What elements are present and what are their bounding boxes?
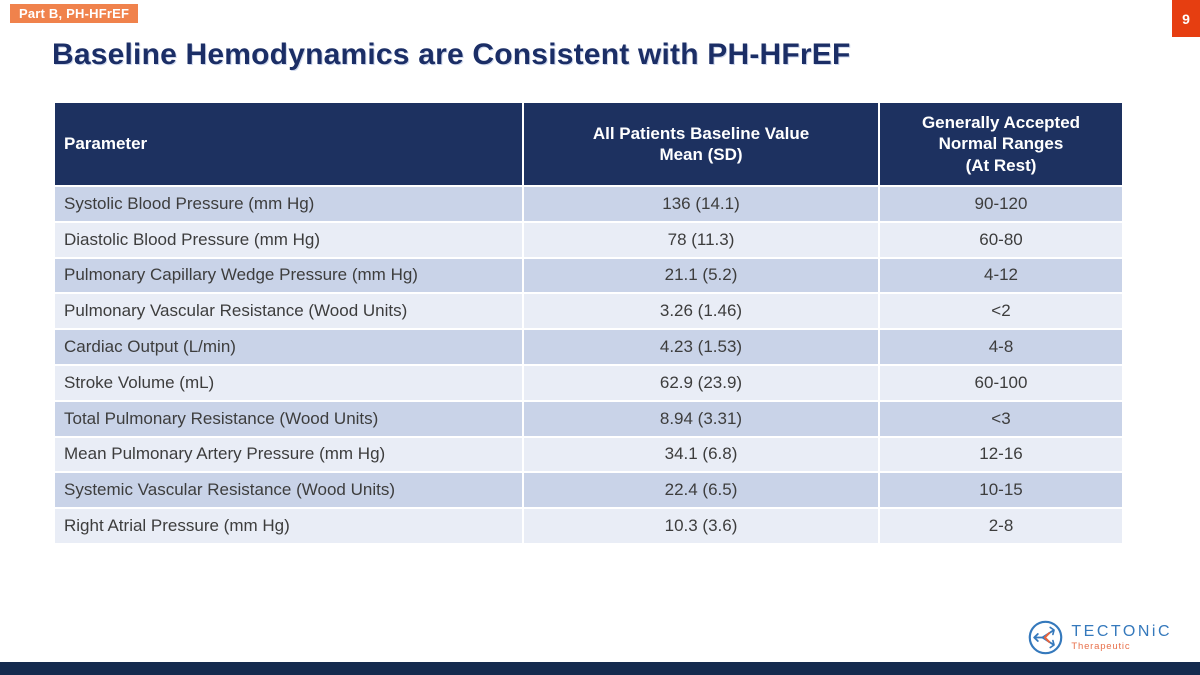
hemodynamics-table: Parameter All Patients Baseline Value Me… — [55, 103, 1124, 543]
table-cell-range: 4-8 — [880, 330, 1122, 364]
tectonic-logo-icon — [1029, 620, 1063, 655]
table-cell-range: 12-16 — [880, 437, 1122, 472]
table-cell-parameter: Systolic Blood Pressure (mm Hg) — [55, 187, 522, 221]
logo-wordmark: TECTONiC — [1071, 623, 1172, 640]
table-cell-parameter: Mean Pulmonary Artery Pressure (mm Hg) — [55, 437, 522, 472]
tectonic-logo-text: TECTONiC Therapeutic — [1071, 623, 1172, 652]
table-cell-value: 8.94 (3.31) — [524, 401, 878, 436]
slide-title: Baseline Hemodynamics are Consistent wit… — [52, 38, 851, 71]
table-header-normal-ranges: Generally Accepted Normal Ranges (At Res… — [880, 103, 1122, 185]
table-cell-value: 34.1 (6.8) — [524, 437, 878, 472]
table-cell-value: 22.4 (6.5) — [524, 473, 878, 508]
table-cell-parameter: Stroke Volume (mL) — [55, 365, 522, 400]
table-header-baseline-value: All Patients Baseline Value Mean (SD) — [524, 103, 878, 185]
table-cell-parameter: Pulmonary Vascular Resistance (Wood Unit… — [55, 294, 522, 329]
page-number-badge: 9 — [1172, 0, 1200, 37]
table-cell-range: <2 — [880, 294, 1122, 329]
footer-bar — [0, 662, 1200, 675]
table-cell-value: 21.1 (5.2) — [524, 258, 878, 293]
table-cell-range: 10-15 — [880, 473, 1122, 508]
table-cell-value: 3.26 (1.46) — [524, 294, 878, 329]
table-cell-parameter: Total Pulmonary Resistance (Wood Units) — [55, 401, 522, 436]
table-cell-parameter: Diastolic Blood Pressure (mm Hg) — [55, 222, 522, 257]
table-cell-range: 90-120 — [880, 187, 1122, 221]
table-cell-value: 4.23 (1.53) — [524, 330, 878, 364]
table-cell-value: 62.9 (23.9) — [524, 365, 878, 400]
table-cell-range: 2-8 — [880, 509, 1122, 543]
table-cell-parameter: Systemic Vascular Resistance (Wood Units… — [55, 473, 522, 508]
table-cell-range: 60-80 — [880, 222, 1122, 257]
table-cell-parameter: Pulmonary Capillary Wedge Pressure (mm H… — [55, 258, 522, 293]
table-cell-parameter: Cardiac Output (L/min) — [55, 330, 522, 364]
table-cell-value: 78 (11.3) — [524, 222, 878, 257]
table-cell-value: 10.3 (3.6) — [524, 509, 878, 543]
tectonic-logo: TECTONiC Therapeutic — [1027, 619, 1172, 656]
table-cell-range: <3 — [880, 401, 1122, 436]
table-cell-range: 60-100 — [880, 365, 1122, 400]
part-badge: Part B, PH-HFrEF — [10, 4, 139, 23]
logo-subtitle: Therapeutic — [1071, 640, 1131, 652]
table-header-parameter: Parameter — [55, 103, 522, 185]
table-cell-value: 136 (14.1) — [524, 187, 878, 221]
table-cell-parameter: Right Atrial Pressure (mm Hg) — [55, 509, 522, 543]
table-cell-range: 4-12 — [880, 258, 1122, 293]
